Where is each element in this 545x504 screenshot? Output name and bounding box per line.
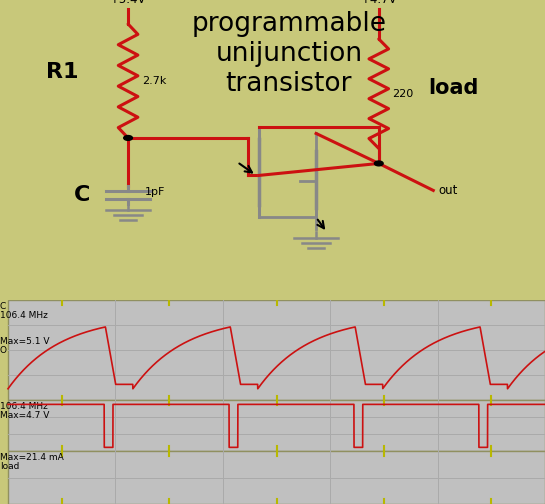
Text: Max=4.7 V: Max=4.7 V — [0, 411, 50, 420]
Bar — [8, 300, 545, 401]
Bar — [8, 451, 545, 504]
Text: 220: 220 — [392, 89, 414, 99]
Text: 1pF: 1pF — [144, 187, 165, 197]
Bar — [8, 401, 545, 451]
Text: 2.7k: 2.7k — [142, 76, 166, 86]
Text: 106.4 MHz: 106.4 MHz — [0, 402, 48, 411]
Text: Max=21.4 mA: Max=21.4 mA — [0, 453, 64, 462]
Text: programmable
unijunction
transistor: programmable unijunction transistor — [191, 11, 386, 97]
Circle shape — [124, 136, 132, 140]
Text: R1: R1 — [46, 62, 79, 82]
Text: load: load — [428, 78, 478, 98]
Text: Max=5.1 V: Max=5.1 V — [0, 337, 50, 346]
Text: load: load — [0, 462, 20, 471]
Text: 106.4 MHz: 106.4 MHz — [0, 310, 48, 320]
Circle shape — [374, 161, 383, 166]
Text: C: C — [0, 302, 6, 311]
Text: C: C — [74, 185, 90, 205]
Text: out: out — [439, 184, 458, 197]
Text: +4.7V: +4.7V — [360, 0, 397, 6]
Text: +5.4V: +5.4V — [110, 0, 146, 6]
Text: O: O — [0, 346, 7, 355]
